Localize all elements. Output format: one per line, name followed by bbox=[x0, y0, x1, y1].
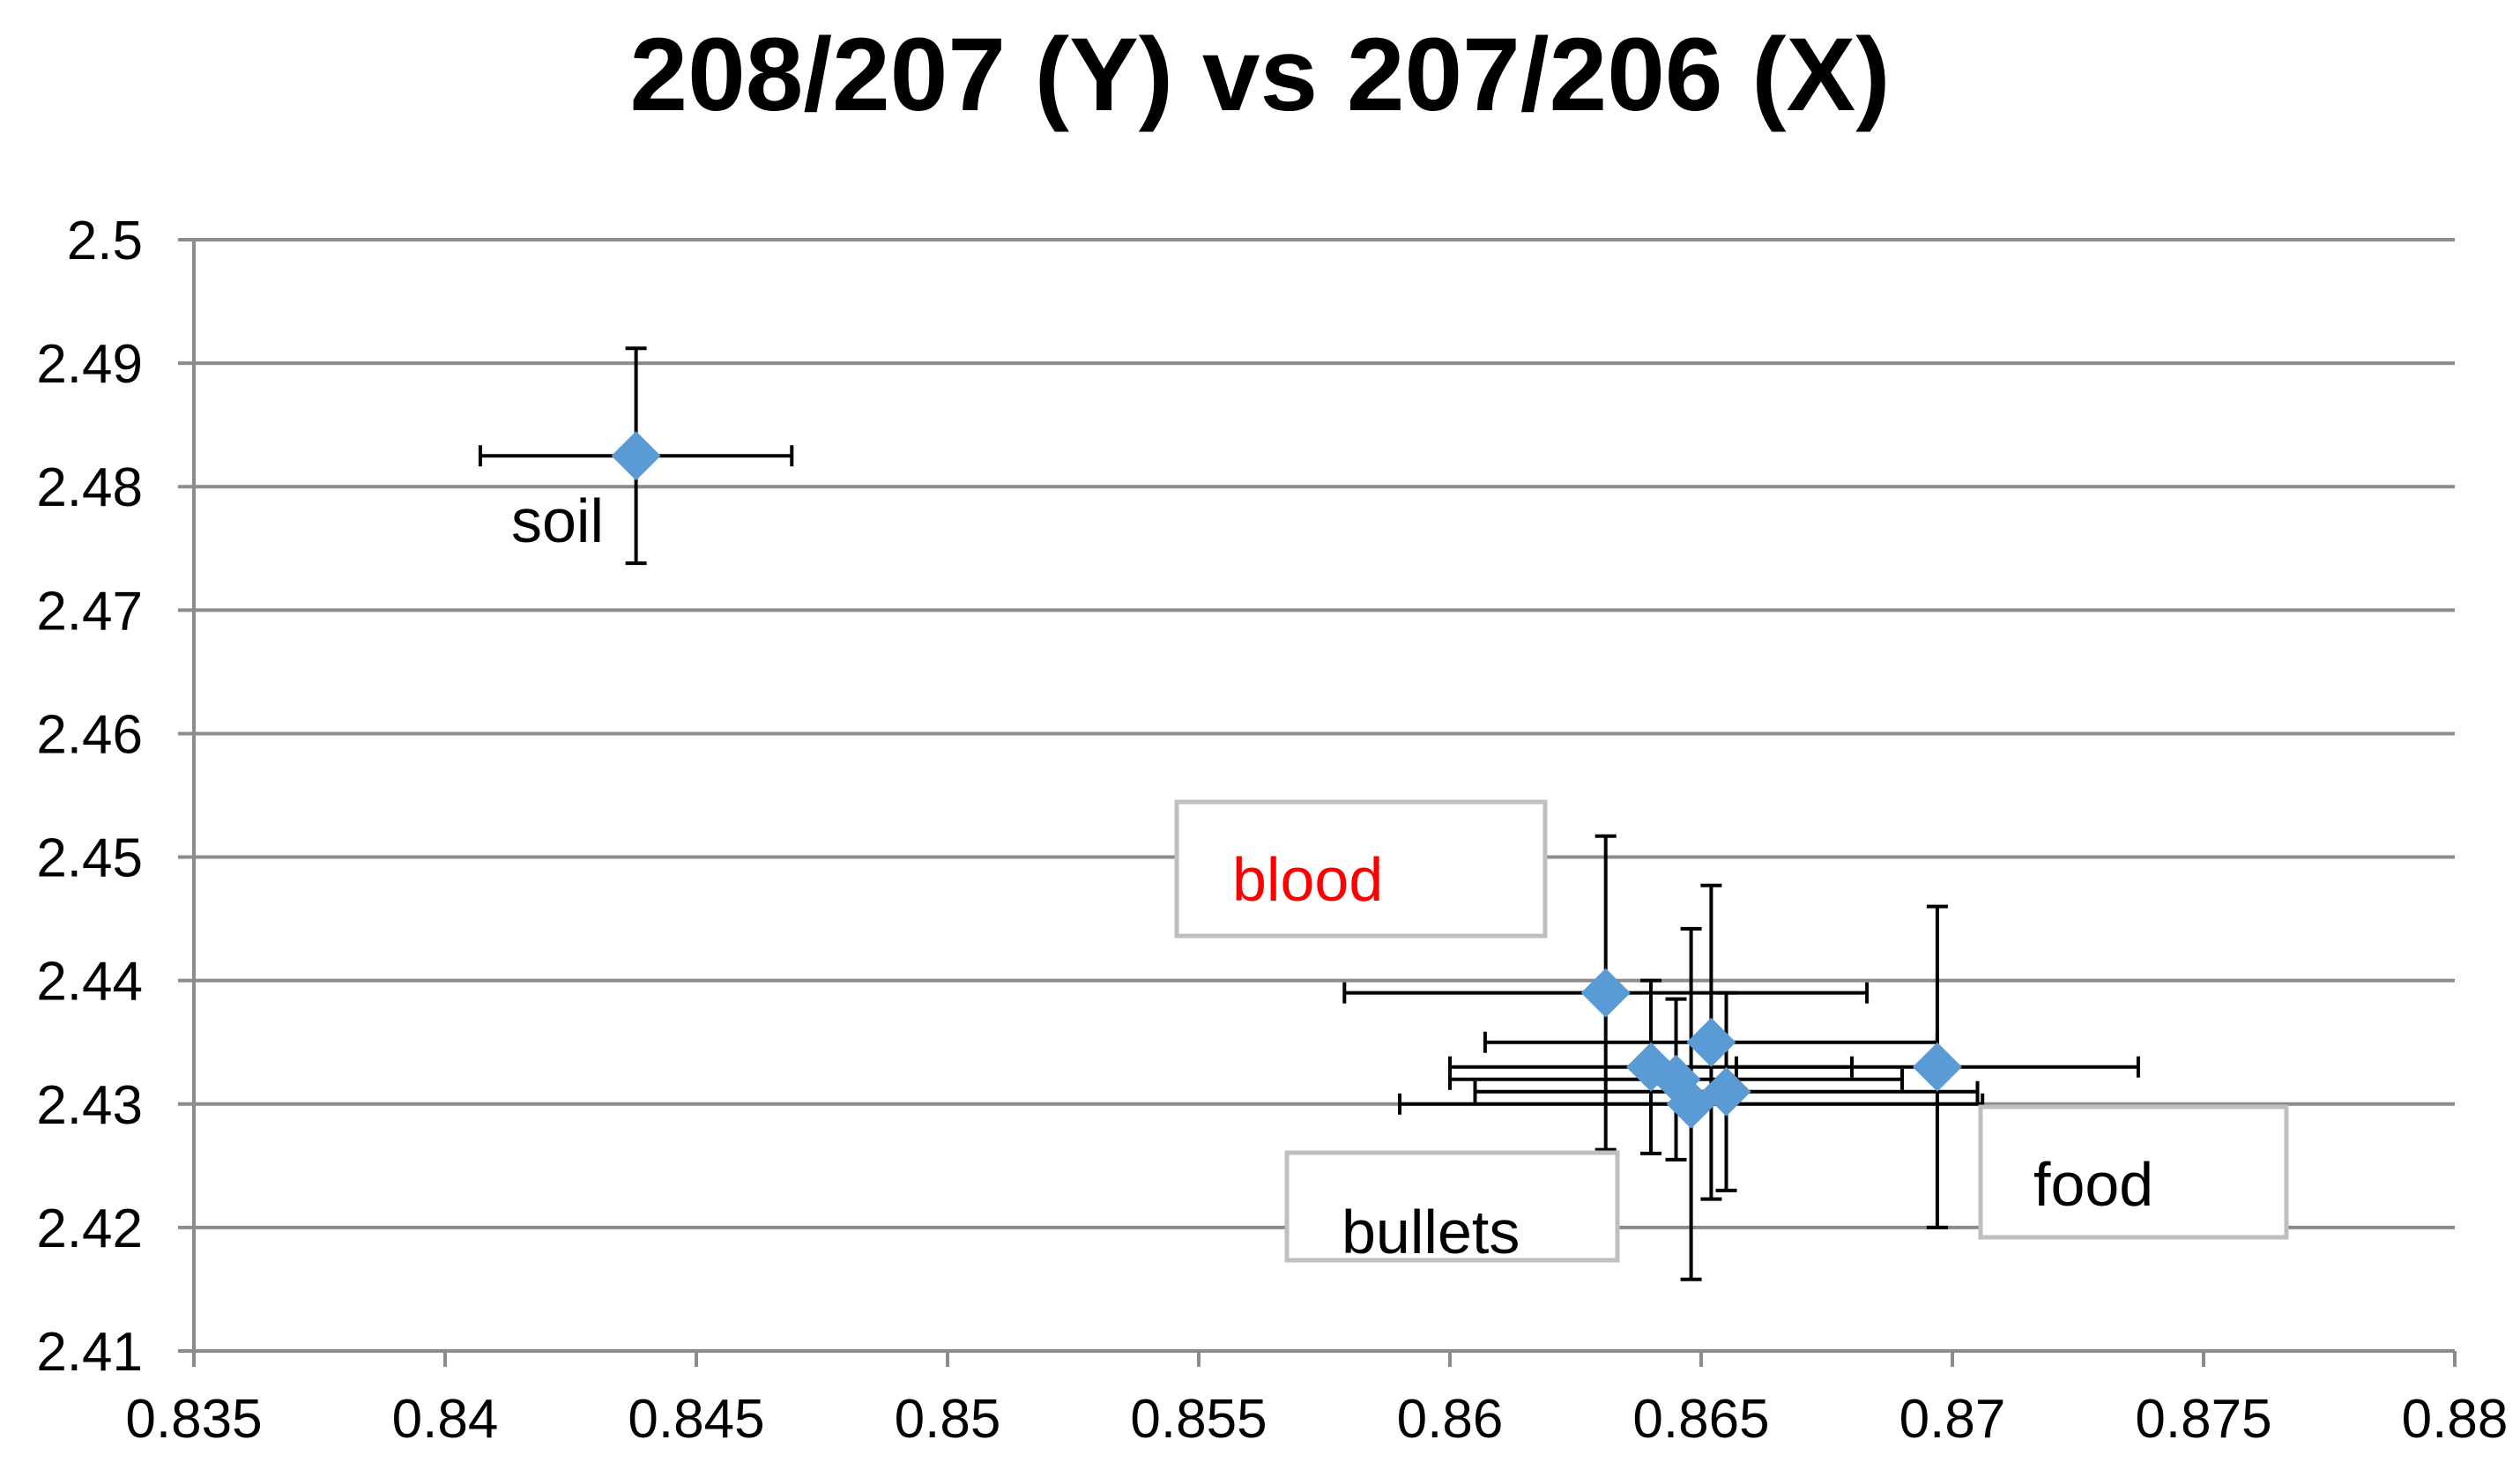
y-tick-label: 2.48 bbox=[36, 457, 143, 518]
x-tick-label: 0.84 bbox=[392, 1389, 499, 1450]
data-point-diamond bbox=[1912, 1042, 1962, 1092]
y-tick-label: 2.5 bbox=[67, 211, 143, 271]
y-tick-label: 2.44 bbox=[36, 952, 143, 1013]
y-tick-labels: 2.41 2.42 2.43 2.44 2.45 2.46 2.47 2.48 2.49 2.5 bbox=[36, 211, 143, 1383]
y-tick-label: 2.46 bbox=[36, 704, 143, 765]
annotation-label: soil bbox=[511, 486, 604, 555]
x-tick-label: 0.845 bbox=[628, 1389, 764, 1450]
y-tick-label: 2.41 bbox=[36, 1322, 143, 1383]
annotation-label: blood bbox=[1232, 845, 1383, 914]
gridlines bbox=[194, 238, 2455, 1229]
x-tick-label: 0.88 bbox=[2402, 1389, 2509, 1450]
x-tick-label: 0.875 bbox=[2135, 1389, 2271, 1450]
x-tick-label: 0.85 bbox=[895, 1389, 1001, 1450]
annotation-blood: blood bbox=[1174, 799, 1548, 939]
annotation-label: bullets bbox=[1342, 1198, 1520, 1266]
annotation-food: food bbox=[1978, 1104, 2289, 1240]
y-tick-label: 2.43 bbox=[36, 1075, 143, 1136]
y-tick-label: 2.45 bbox=[36, 828, 143, 889]
y-tick-label: 2.42 bbox=[36, 1199, 143, 1259]
data-points bbox=[611, 431, 1962, 1129]
data-point-diamond bbox=[1701, 1066, 1751, 1117]
annotation-soil: soil bbox=[511, 486, 604, 555]
annotation-box bbox=[1978, 1104, 2289, 1240]
x-tick-label: 0.865 bbox=[1632, 1389, 1769, 1450]
y-tick-label: 2.47 bbox=[36, 581, 143, 642]
x-tick-label: 0.86 bbox=[1397, 1389, 1504, 1450]
annotation-bullets: bullets bbox=[1284, 1150, 1620, 1266]
y-tick-label: 2.49 bbox=[36, 334, 143, 395]
annotation-box bbox=[1284, 1150, 1620, 1263]
x-tick-label: 0.835 bbox=[125, 1389, 262, 1450]
annotation-box bbox=[1174, 799, 1548, 939]
axes bbox=[178, 238, 2457, 1367]
x-tick-labels: 0.835 0.84 0.845 0.85 0.855 0.86 0.865 0.87 0.87… bbox=[125, 1389, 2508, 1450]
annotation-label: food bbox=[2033, 1150, 2153, 1219]
chart-title: 208/207 (Y) vs 207/206 (X) bbox=[629, 17, 1891, 133]
x-tick-label: 0.87 bbox=[1899, 1389, 2006, 1450]
annotations: soil blood bullets food bbox=[511, 486, 2289, 1266]
x-tick-label: 0.855 bbox=[1130, 1389, 1267, 1450]
data-point-diamond bbox=[1580, 968, 1631, 1018]
data-point-diamond bbox=[611, 431, 661, 481]
data-point-diamond bbox=[1686, 1017, 1736, 1067]
